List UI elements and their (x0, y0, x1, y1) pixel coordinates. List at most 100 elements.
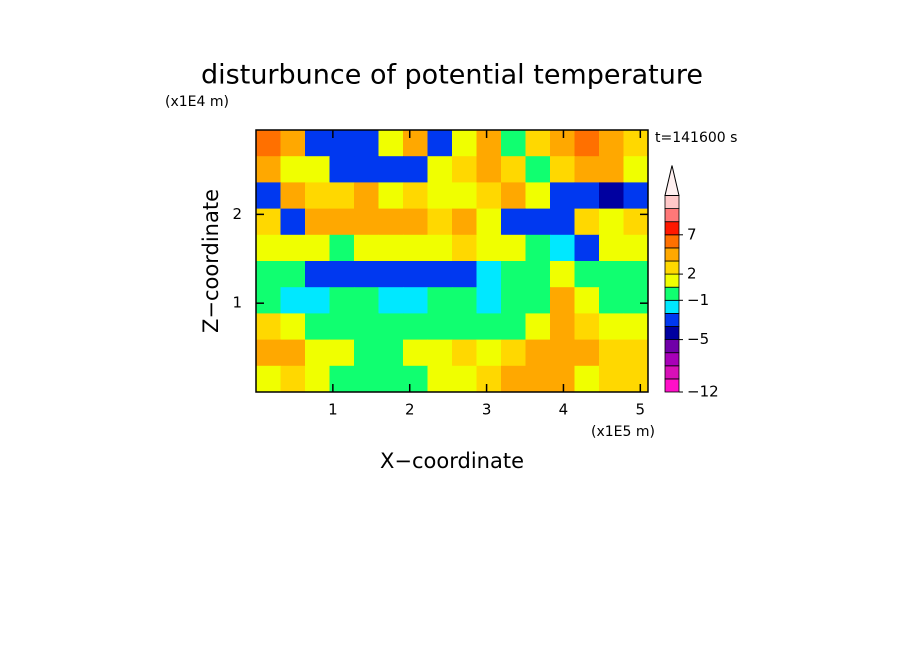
field-cell (280, 156, 306, 183)
field-cell (280, 339, 306, 367)
field-cell (354, 261, 379, 288)
field-cell (378, 365, 404, 393)
field-cell (452, 130, 477, 157)
colorbar-segment (664, 221, 680, 236)
field-cell (378, 261, 404, 288)
colorbar-segment (664, 378, 680, 393)
field-cell (305, 261, 330, 288)
field-cell (403, 156, 428, 183)
field-cell (525, 261, 551, 288)
field-cell (427, 156, 453, 183)
field-cell (599, 261, 624, 288)
field-cell (280, 365, 306, 393)
time-annotation: t=141600 s (655, 130, 737, 146)
field-cell (403, 261, 428, 288)
field-cell (329, 130, 355, 157)
field-cell (452, 365, 477, 393)
field-cell (256, 365, 281, 393)
field-cell (476, 156, 502, 183)
field-cell (354, 208, 379, 236)
field-cell (550, 208, 575, 236)
field-cell (378, 182, 404, 210)
colorbar-segment (664, 247, 680, 262)
field-cell (599, 130, 624, 157)
field-cell (574, 234, 600, 262)
colorbar-tick-label: −12 (687, 383, 719, 401)
colorbar-tick-label: 7 (687, 225, 697, 243)
field-cell (476, 208, 502, 236)
field-cell (501, 182, 526, 210)
colorbar-tick-label: −5 (687, 330, 709, 348)
field-cell (354, 287, 379, 314)
colorbar-tick-label: 2 (687, 265, 697, 283)
field-cell (403, 313, 428, 341)
field-cell (305, 182, 330, 210)
colorbar-segment (664, 208, 680, 223)
field-cell (378, 313, 404, 341)
field-cell (501, 130, 526, 157)
field-cell (476, 339, 502, 367)
field-cell (354, 365, 379, 393)
field-cell (525, 339, 551, 367)
field-cell (427, 208, 453, 236)
chart-title: disturbunce of potential temperature (201, 60, 703, 91)
field-cell (256, 182, 281, 210)
field-cell (574, 130, 600, 157)
field-cell (256, 130, 281, 157)
field-cell (525, 182, 551, 210)
y-tick-label: 1 (232, 294, 242, 312)
field-cell (378, 339, 404, 367)
x-tick-label: 3 (482, 401, 492, 419)
field-cell (256, 234, 281, 262)
field-cell (623, 287, 649, 314)
field-cell (574, 208, 600, 236)
field-cell (329, 287, 355, 314)
field-cell (623, 156, 649, 183)
field-cell (550, 234, 575, 262)
field-cell (329, 365, 355, 393)
field-cell (599, 234, 624, 262)
field-cell (427, 365, 453, 393)
x-axis-label: X−coordinate (380, 449, 524, 473)
field-cell (305, 339, 330, 367)
field-cell (280, 313, 306, 341)
field-cell (525, 234, 551, 262)
x-tick-label: 2 (405, 401, 415, 419)
y-tick-label: 2 (232, 205, 242, 223)
y-unit: (x1E4 m) (165, 94, 229, 110)
field-cell (623, 365, 649, 393)
field-cell (525, 287, 551, 314)
field-cell (329, 182, 355, 210)
field-cell (574, 365, 600, 393)
field-cell (623, 313, 649, 341)
field-cell (305, 234, 330, 262)
field-cell (280, 182, 306, 210)
field-cell (550, 130, 575, 157)
field-cell (305, 130, 330, 157)
field-cell (501, 313, 526, 341)
colorbar-segment (664, 273, 680, 288)
field-cell (623, 339, 649, 367)
field-cell (329, 261, 355, 288)
y-axis-label: Z−coordinate (199, 189, 223, 333)
field-cell (354, 339, 379, 367)
field-cell (256, 339, 281, 367)
field-cell (550, 287, 575, 314)
field-cell (476, 234, 502, 262)
field-cell (623, 261, 649, 288)
field-cell (550, 182, 575, 210)
field-cell (574, 156, 600, 183)
field-cell (452, 287, 477, 314)
field-cell (525, 365, 551, 393)
field-cell (280, 130, 306, 157)
field-cell (599, 182, 624, 210)
field-cell (623, 130, 649, 157)
field-cell (476, 130, 502, 157)
field-cell (354, 313, 379, 341)
field-cell (305, 208, 330, 236)
field-cell (403, 287, 428, 314)
field-cell (501, 261, 526, 288)
field-cell (501, 339, 526, 367)
field-cell (525, 313, 551, 341)
